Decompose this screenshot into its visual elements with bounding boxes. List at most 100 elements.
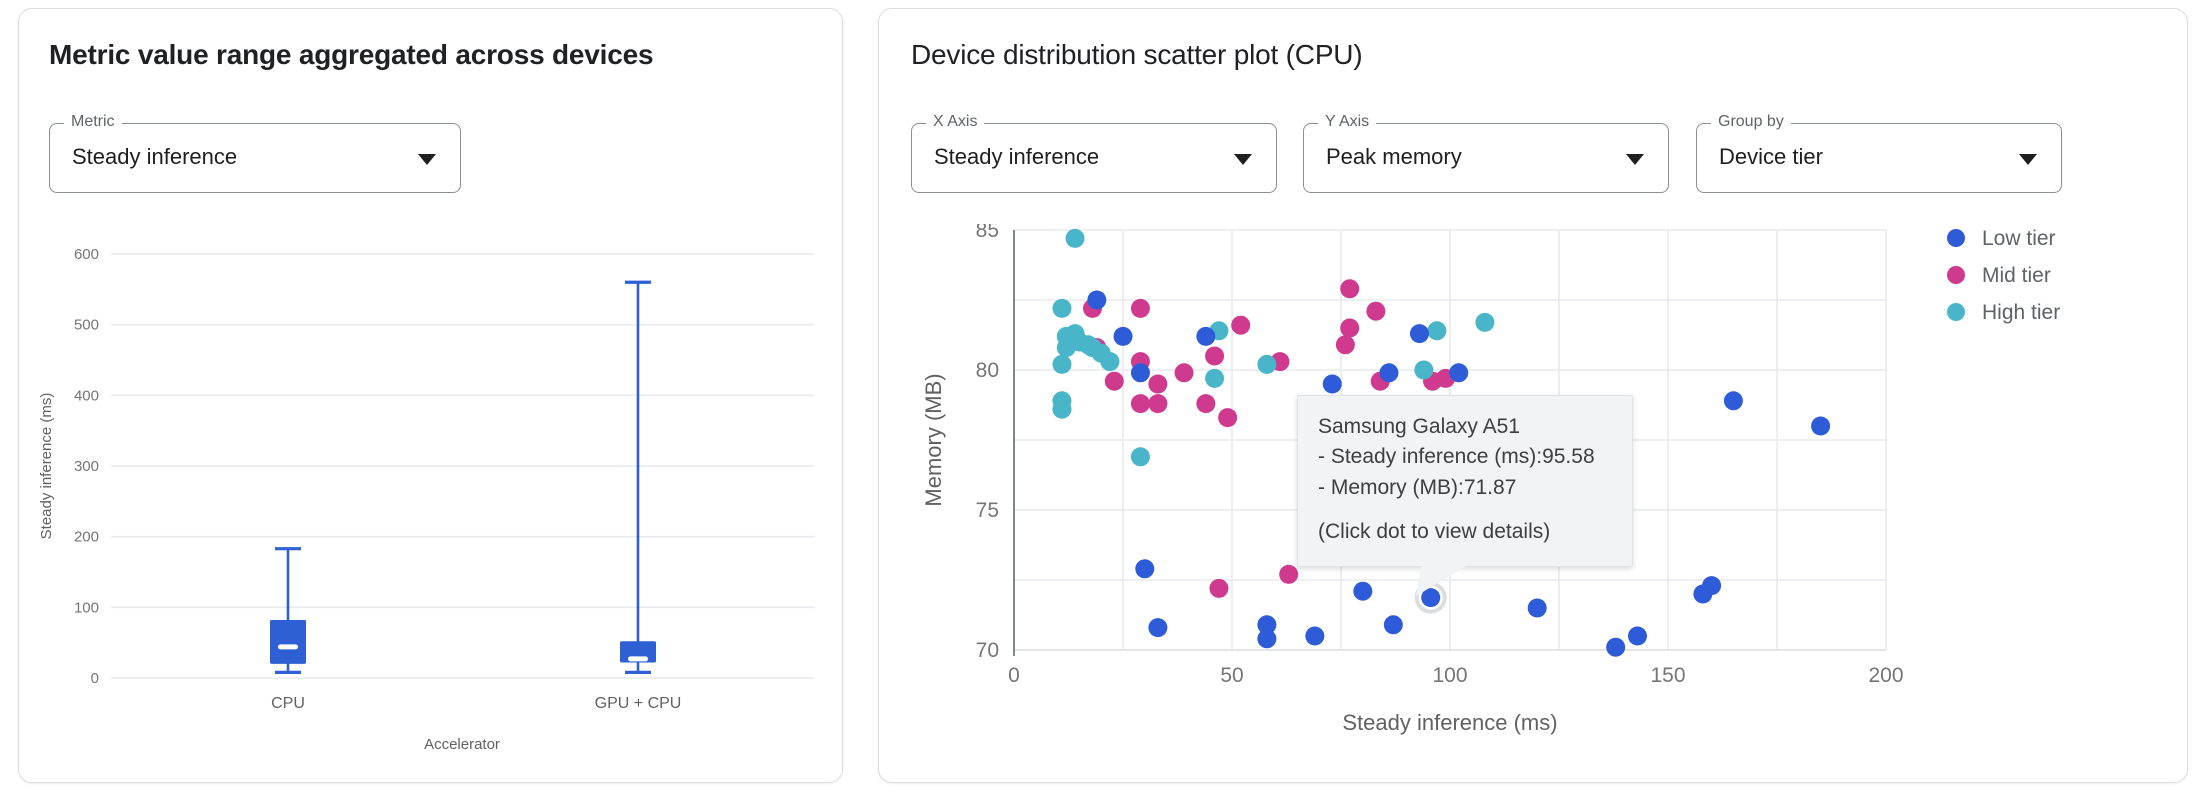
scatter-point[interactable] [1218, 408, 1238, 428]
group-by-select[interactable]: Group by Device tier [1696, 113, 2062, 193]
boxplot-y-axis-title: Steady inference (ms) [38, 393, 55, 540]
y-axis-select-value: Peak memory [1326, 144, 1462, 169]
chevron-down-icon [1626, 154, 1644, 165]
scatter-y-tick: 85 [976, 224, 999, 242]
scatter-point[interactable] [1279, 564, 1299, 584]
legend-item-mid-tier: Mid tier [1947, 264, 2051, 287]
legend-label: Mid tier [1982, 264, 2051, 287]
scatter-card: Device distribution scatter plot (CPU) X… [878, 8, 2188, 783]
device-tooltip: Samsung Galaxy A51 - Steady inference (m… [1297, 395, 1633, 596]
scatter-point[interactable] [1052, 298, 1072, 318]
scatter-point[interactable] [1100, 352, 1120, 372]
scatter-point[interactable] [1353, 581, 1373, 601]
boxplot-y-tick: 200 [74, 529, 99, 546]
scatter-point[interactable] [1130, 298, 1150, 318]
scatter-point[interactable] [1135, 559, 1155, 579]
tooltip-y-value: - Memory (MB):71.87 [1318, 475, 1517, 499]
group-by-select-label: Group by [1711, 113, 1791, 131]
y-axis-select[interactable]: Y Axis Peak memory [1303, 113, 1669, 193]
scatter-y-tick: 80 [976, 359, 999, 382]
scatter-point[interactable] [1130, 394, 1150, 414]
scatter-x-tick: 100 [1432, 664, 1467, 687]
scatter-point[interactable] [1087, 290, 1107, 310]
legend-label: High tier [1982, 301, 2060, 324]
x-axis-select-value: Steady inference [934, 144, 1100, 169]
scatter-point[interactable] [1113, 326, 1133, 346]
scatter-plot-chart: 0 50 100 150 200 70 75 80 85 Steady inference (ms… [879, 219, 2189, 779]
box-whisker-CPU[interactable] [270, 547, 306, 674]
scatter-point[interactable] [1174, 363, 1194, 383]
scatter-point[interactable] [1414, 360, 1434, 380]
legend-label: Low tier [1982, 227, 2056, 250]
chevron-down-icon [418, 154, 436, 165]
group-by-select-value: Device tier [1719, 144, 1823, 169]
scatter-point[interactable] [1231, 315, 1251, 335]
metric-range-card: Metric value range aggregated across dev… [18, 8, 843, 783]
scatter-point[interactable] [1196, 326, 1216, 346]
scatter-point[interactable] [1257, 354, 1277, 374]
scatter-point[interactable] [1627, 626, 1647, 646]
scatter-point[interactable] [1104, 371, 1124, 391]
scatter-point[interactable] [1052, 399, 1072, 419]
scatter-title: Device distribution scatter plot (CPU) [911, 39, 1363, 70]
scatter-point[interactable] [1148, 394, 1168, 414]
scatter-point[interactable] [1130, 447, 1150, 467]
scatter-point[interactable] [1205, 368, 1225, 388]
scatter-point[interactable] [1366, 301, 1386, 321]
boxplot-y-tick: 400 [74, 387, 99, 404]
legend-dot-icon [1947, 229, 1965, 247]
scatter-point[interactable] [1383, 615, 1403, 635]
scatter-y-axis-title: Memory (MB) [921, 373, 946, 506]
scatter-y-tick: 75 [976, 499, 999, 522]
legend-dot-icon [1947, 266, 1965, 284]
boxplot-y-tick: 500 [74, 317, 99, 334]
y-axis-select-label: Y Axis [1318, 113, 1377, 131]
boxplot-category-label: GPU + CPU [595, 695, 682, 712]
scatter-point[interactable] [1527, 598, 1547, 618]
legend-item-high-tier: High tier [1947, 301, 2060, 324]
scatter-point[interactable] [1205, 346, 1225, 366]
tooltip-hint: (Click dot to view details) [1318, 520, 1551, 544]
boxplot-category-label: CPU [271, 695, 305, 712]
scatter-point[interactable] [1606, 637, 1626, 657]
scatter-point[interactable] [1148, 374, 1168, 394]
tooltip-device-name: Samsung Galaxy A51 [1318, 415, 1520, 438]
scatter-point[interactable] [1723, 391, 1743, 411]
scatter-point[interactable] [1148, 618, 1168, 638]
scatter-point[interactable] [1427, 321, 1447, 341]
scatter-point[interactable] [1305, 626, 1325, 646]
scatter-point[interactable] [1335, 335, 1355, 355]
scatter-point[interactable] [1811, 416, 1831, 436]
scatter-x-tick: 0 [1008, 664, 1020, 687]
scatter-point[interactable] [1421, 588, 1441, 608]
legend-item-low-tier: Low tier [1947, 227, 2056, 250]
scatter-point[interactable] [1449, 363, 1469, 383]
scatter-point[interactable] [1475, 312, 1495, 332]
boxplot-y-tick: 0 [91, 670, 99, 687]
boxplot-y-tick: 300 [74, 458, 99, 475]
chevron-down-icon [2019, 154, 2037, 165]
scatter-point[interactable] [1065, 228, 1085, 248]
scatter-point[interactable] [1209, 578, 1229, 598]
scatter-x-axis-title: Steady inference (ms) [1342, 710, 1557, 735]
metric-select[interactable]: Metric Steady inference [49, 113, 461, 193]
scatter-point[interactable] [1702, 576, 1722, 596]
scatter-point[interactable] [1130, 363, 1150, 383]
scatter-point[interactable] [1196, 394, 1216, 414]
x-axis-select[interactable]: X Axis Steady inference [911, 113, 1277, 193]
scatter-point[interactable] [1409, 324, 1429, 344]
scatter-point[interactable] [1257, 615, 1277, 635]
box-whisker-GPU + CPU[interactable] [620, 280, 656, 674]
tooltip-x-value: - Steady inference (ms):95.58 [1318, 445, 1595, 469]
scatter-point[interactable] [1340, 318, 1360, 338]
scatter-point[interactable] [1322, 374, 1342, 394]
scatter-point[interactable] [1257, 629, 1277, 649]
scatter-point[interactable] [1340, 279, 1360, 299]
boxplot-y-tick: 600 [74, 246, 99, 263]
scatter-point[interactable] [1379, 363, 1399, 383]
boxplot-x-axis-title: Accelerator [424, 736, 500, 753]
scatter-point[interactable] [1052, 354, 1072, 374]
x-axis-select-label: X Axis [926, 113, 985, 131]
scatter-x-tick: 150 [1650, 664, 1685, 687]
